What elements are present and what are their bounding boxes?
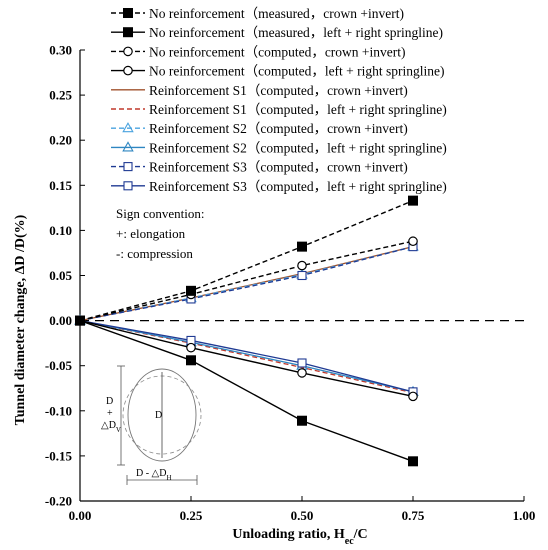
legend-entry-9: Reinforcement S3（computed，crown +invert)	[111, 160, 408, 175]
inset-horizontal-label: D - △DH	[136, 468, 172, 482]
legend-marker	[122, 122, 134, 133]
series-layer	[74, 195, 419, 467]
data-point	[297, 270, 307, 281]
legend-label: Reinforcement S1（computed，crown +invert)	[149, 83, 408, 98]
legend-label: No reinforcement（computed，left + right s…	[149, 64, 445, 79]
data-point	[186, 342, 196, 353]
series-line	[79, 319, 414, 393]
data-point	[297, 260, 307, 271]
legend-marker	[123, 162, 133, 172]
legend-marker	[123, 27, 133, 38]
x-tick-label: 0.75	[402, 508, 425, 523]
y-tick-label: 0.05	[49, 268, 72, 283]
series-2	[75, 315, 418, 467]
legend-marker	[123, 46, 133, 57]
y-tick-label: -0.20	[45, 494, 72, 509]
legend-label: Reinforcement S3（computed，left + right s…	[149, 179, 447, 194]
y-tick-label: 0.00	[49, 313, 72, 328]
x-axis-title-sub: ec	[345, 536, 354, 547]
series-10	[75, 316, 418, 397]
series-line	[79, 319, 414, 398]
y-tick-label: 0.20	[49, 133, 72, 148]
inset-vertical-label-dv-main: △D	[101, 420, 116, 431]
x-axis-title-main: Unloading ratio, H	[232, 527, 345, 542]
legend-label: No reinforcement（measured，crown +invert)	[149, 6, 404, 21]
tunnel-deformation-inset: D + △DV D D - △DH	[101, 365, 202, 485]
inset-vertical-label-dv: △DV	[101, 420, 121, 434]
x-tick-label: 1.00	[513, 508, 536, 523]
x-axis-title: Unloading ratio, Hec/C	[232, 527, 367, 547]
y-tick-label: -0.15	[45, 448, 73, 463]
y-tick-label: -0.10	[45, 403, 72, 418]
x-axis-title-suffix: /C	[353, 527, 368, 542]
sign-convention-line-1: +: elongation	[116, 226, 186, 241]
series-line	[79, 319, 414, 462]
x-tick-label: 0.50	[291, 508, 314, 523]
legend-label: Reinforcement S1（computed，left + right s…	[149, 102, 447, 117]
data-point	[297, 358, 307, 368]
inset-inner-label-d: D	[155, 410, 162, 421]
inset-horizontal-label-sub: H	[166, 474, 171, 482]
series-line	[79, 199, 414, 322]
inset-vertical-label-dv-sub: V	[116, 426, 121, 434]
inset-horizontal-label-main: D - △D	[136, 468, 166, 479]
data-point	[408, 391, 418, 402]
legend-label: No reinforcement（computed，crown +invert)	[149, 44, 406, 59]
legend-entry-8: Reinforcement S2（computed，left + right s…	[111, 140, 447, 155]
series-line	[79, 319, 414, 393]
tick-labels: -0.20 -0.15 -0.10 -0.05 0.00 0.05 0.10 0.15 0.20…	[45, 43, 535, 524]
x-tick-label: 0.00	[69, 508, 92, 523]
y-tick-label: 0.25	[49, 88, 72, 103]
legend-label: Reinforcement S3（computed，crown +invert)	[149, 160, 408, 175]
legend-label: No reinforcement（measured，left + right s…	[149, 25, 443, 40]
y-tick-label: 0.10	[49, 223, 72, 238]
data-point	[297, 241, 307, 252]
y-axis-title: Tunnel diameter change, ΔD /D(%)	[13, 214, 28, 425]
y-tick-label: -0.05	[45, 358, 73, 373]
legend-marker	[123, 8, 133, 18]
series-line	[79, 246, 414, 322]
y-tick-label: 0.15	[49, 178, 72, 193]
sign-convention-title: Sign convention:	[116, 206, 204, 221]
series-line	[79, 240, 414, 322]
data-point	[186, 355, 196, 366]
data-point	[186, 285, 196, 296]
data-point	[297, 368, 307, 378]
sign-convention-line-2: -: compression	[116, 246, 193, 261]
legend-label: Reinforcement S2（computed，crown +invert)	[149, 121, 408, 136]
data-point	[297, 415, 307, 426]
data-point	[408, 236, 418, 247]
legend-entry-3: No reinforcement（computed，crown +invert)	[111, 44, 406, 59]
sign-convention-note: Sign convention: +: elongation -: compre…	[116, 206, 204, 261]
legend-label: Reinforcement S2（computed，left + right s…	[149, 140, 447, 155]
legend-entry-10: Reinforcement S3（computed，left + right s…	[111, 179, 447, 194]
data-point	[408, 195, 418, 206]
legend: No reinforcement（measured，crown +invert)…	[111, 6, 447, 194]
legend-entry-6: Reinforcement S1（computed，left + right s…	[111, 102, 447, 117]
y-tick-label: 0.30	[49, 43, 72, 58]
data-point	[75, 315, 85, 326]
x-tick-label: 0.25	[180, 508, 203, 523]
data-point	[408, 456, 418, 467]
legend-marker	[123, 65, 133, 76]
legend-entry-2: No reinforcement（measured，left + right s…	[111, 25, 443, 40]
legend-entry-7: Reinforcement S2（computed，crown +invert)	[111, 121, 408, 136]
legend-marker	[122, 141, 134, 152]
series-line	[79, 319, 414, 394]
legend-entry-4: No reinforcement（computed，left + right s…	[111, 64, 445, 79]
inset-vertical-label-plus: +	[107, 408, 113, 419]
inset-outline-ellipse	[127, 368, 197, 462]
legend-marker	[123, 181, 133, 191]
legend-entry-5: Reinforcement S1（computed，crown +invert)	[111, 83, 408, 98]
legend-entry-1: No reinforcement（measured，crown +invert)	[111, 6, 404, 21]
inset-vertical-label-d: D	[106, 396, 113, 407]
series-6	[79, 319, 414, 394]
axes	[79, 49, 525, 502]
